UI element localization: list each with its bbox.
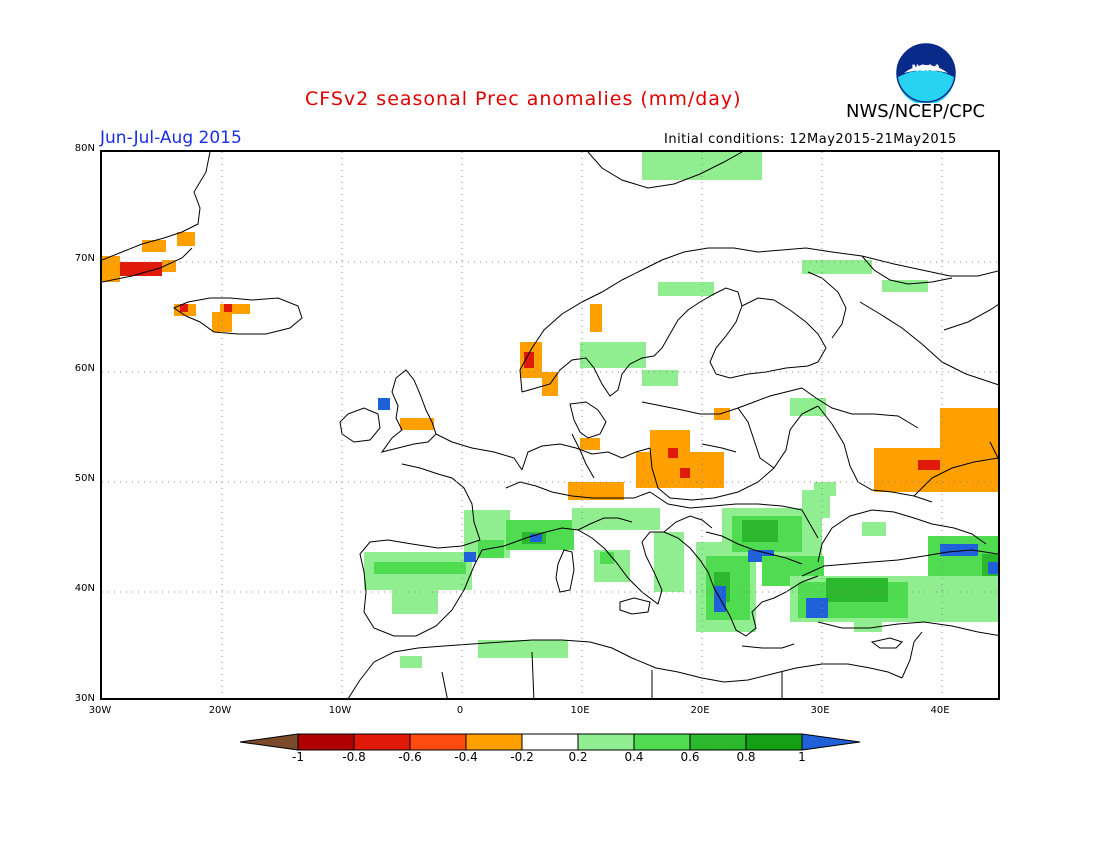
initial-conditions-value: 12May2015-21May2015 — [789, 132, 957, 147]
noaa-logo: NOAA — [896, 43, 956, 103]
colorbar-bin-6 — [577, 733, 635, 751]
lat-label-40n: 40N — [74, 583, 95, 594]
colorbar-label: -0.6 — [398, 750, 422, 764]
lat-label-50n: 50N — [74, 473, 95, 484]
lon-label-40e: 40E — [930, 705, 950, 716]
colorbar-label: 1 — [798, 750, 806, 764]
lat-label-80n: 80N — [74, 143, 95, 154]
anomaly-shading — [102, 152, 998, 668]
colorbar-bin-8 — [689, 733, 747, 751]
colorbar-label: -0.2 — [510, 750, 534, 764]
colorbar-lower-arrow — [240, 733, 299, 751]
colorbar-bin-3 — [409, 733, 467, 751]
lon-label-20e: 20E — [690, 705, 710, 716]
initial-conditions: Initial conditions: 12May2015-21May2015 — [664, 132, 957, 147]
colorbar-label: 0.2 — [568, 750, 588, 764]
lon-label-10e: 10E — [570, 705, 590, 716]
colorbar-label: -1 — [292, 750, 304, 764]
lon-label-10w: 10W — [328, 705, 352, 716]
colorbar-label: 0.8 — [736, 750, 756, 764]
colorbar-bin-9 — [745, 733, 803, 751]
colorbar-label: 0.6 — [680, 750, 700, 764]
lon-label-30w: 30W — [88, 705, 112, 716]
colorbar-label: -0.4 — [454, 750, 478, 764]
colorbar-label: -0.8 — [342, 750, 366, 764]
lon-label-30e: 30E — [810, 705, 830, 716]
lat-label-70n: 70N — [74, 253, 95, 264]
graticule — [102, 152, 998, 698]
svg-text:NOAA: NOAA — [912, 64, 941, 74]
colorbar-bin-7 — [633, 733, 691, 751]
chart-title: CFSv2 seasonal Prec anomalies (mm/day) — [305, 88, 742, 110]
coastlines — [102, 152, 998, 698]
lat-label-30n: 30N — [74, 693, 95, 704]
map-frame — [100, 150, 1000, 700]
colorbar-bin-5 — [521, 733, 579, 751]
lon-label-20w: 20W — [208, 705, 232, 716]
colorbar-upper-arrow — [801, 733, 860, 751]
agency-label: NWS/NCEP/CPC — [846, 101, 986, 122]
lon-label-0: 0 — [456, 705, 464, 716]
initial-conditions-label: Initial conditions: — [664, 132, 785, 147]
forecast-period: Jun-Jul-Aug 2015 — [100, 128, 242, 148]
colorbar-bin-1 — [297, 733, 355, 751]
colorbar-bin-2 — [353, 733, 411, 751]
colorbar-bin-4 — [465, 733, 523, 751]
colorbar-label: 0.4 — [624, 750, 644, 764]
anomaly-map — [102, 152, 998, 698]
lat-label-60n: 60N — [74, 363, 95, 374]
colorbar — [240, 733, 860, 751]
